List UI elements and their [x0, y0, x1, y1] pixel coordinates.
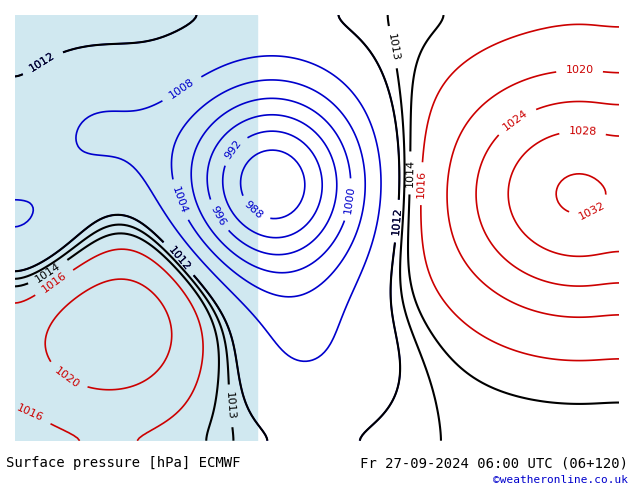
- Text: 1020: 1020: [566, 65, 593, 75]
- Text: 1012: 1012: [166, 245, 191, 272]
- Text: 1032: 1032: [577, 200, 607, 221]
- Text: 1012: 1012: [391, 207, 403, 236]
- Text: 992: 992: [223, 138, 244, 161]
- Text: 1014: 1014: [404, 159, 415, 187]
- Text: ©weatheronline.co.uk: ©weatheronline.co.uk: [493, 475, 628, 485]
- Text: 1020: 1020: [52, 365, 81, 390]
- Text: 1013: 1013: [385, 32, 400, 62]
- Bar: [15, 15, 257, 441]
- Text: 1016: 1016: [40, 270, 68, 295]
- Text: 1012: 1012: [28, 50, 57, 74]
- Text: 996: 996: [209, 204, 227, 227]
- Text: 1014: 1014: [34, 261, 63, 285]
- Text: Fr 27-09-2024 06:00 UTC (06+120): Fr 27-09-2024 06:00 UTC (06+120): [359, 456, 628, 470]
- Text: 1004: 1004: [169, 185, 188, 215]
- Text: 1013: 1013: [224, 392, 236, 420]
- Text: 1024: 1024: [501, 108, 530, 133]
- Text: 1008: 1008: [167, 77, 197, 101]
- Text: Surface pressure [hPa] ECMWF: Surface pressure [hPa] ECMWF: [6, 456, 241, 470]
- Text: 1012: 1012: [28, 50, 57, 74]
- Text: 1016: 1016: [15, 403, 45, 423]
- Text: 1012: 1012: [391, 207, 403, 236]
- Text: 1012: 1012: [166, 245, 191, 272]
- Text: 1016: 1016: [416, 170, 427, 198]
- Text: 988: 988: [242, 199, 264, 221]
- Text: 1000: 1000: [343, 185, 356, 214]
- Text: 1028: 1028: [568, 126, 597, 137]
